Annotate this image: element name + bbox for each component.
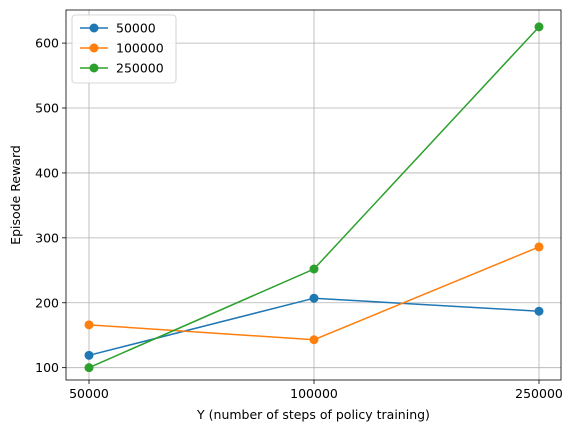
data-point-250000-250000 bbox=[534, 22, 544, 32]
data-point-50000-250000 bbox=[534, 306, 544, 316]
x-tick-label: 50000 bbox=[69, 386, 109, 401]
legend-item-250000: 250000 bbox=[80, 61, 164, 76]
ticks: 50000 100000 250000 100 200 300 400 500 600 bbox=[35, 36, 563, 401]
series-layer bbox=[84, 22, 544, 373]
series-50000 bbox=[84, 293, 544, 360]
y-tick-label: 200 bbox=[35, 295, 59, 310]
data-point-50000-50000 bbox=[84, 350, 94, 360]
series-250000 bbox=[84, 22, 544, 373]
data-point-100000-100000 bbox=[309, 335, 319, 345]
y-tick-label: 100 bbox=[35, 360, 59, 375]
legend-label: 100000 bbox=[116, 41, 164, 56]
x-axis-label: Y (number of steps of policy training) bbox=[196, 407, 430, 422]
legend-swatch-marker bbox=[89, 43, 99, 53]
data-point-250000-100000 bbox=[309, 264, 319, 274]
legend-label: 250000 bbox=[116, 61, 164, 76]
grid bbox=[66, 10, 561, 380]
x-tick-label: 100000 bbox=[290, 386, 338, 401]
y-tick-label: 300 bbox=[35, 230, 59, 245]
data-point-100000-250000 bbox=[534, 242, 544, 252]
plot-frame bbox=[65, 9, 562, 381]
data-point-50000-100000 bbox=[309, 293, 319, 303]
series-100000 bbox=[84, 242, 544, 345]
legend-swatch-marker bbox=[89, 23, 99, 33]
legend-item-50000: 50000 bbox=[80, 21, 156, 36]
y-tick-label: 400 bbox=[35, 165, 59, 180]
data-point-250000-50000 bbox=[84, 363, 94, 373]
legend-swatch-marker bbox=[89, 63, 99, 73]
legend-label: 50000 bbox=[116, 21, 156, 36]
y-tick-label: 500 bbox=[35, 101, 59, 116]
legend-item-100000: 100000 bbox=[80, 41, 164, 56]
data-point-100000-50000 bbox=[84, 320, 94, 330]
x-tick-label: 250000 bbox=[515, 386, 563, 401]
legend: 50000 100000 250000 bbox=[71, 14, 177, 84]
y-tick-label: 600 bbox=[35, 36, 59, 51]
y-axis-label: Episode Reward bbox=[8, 145, 23, 245]
